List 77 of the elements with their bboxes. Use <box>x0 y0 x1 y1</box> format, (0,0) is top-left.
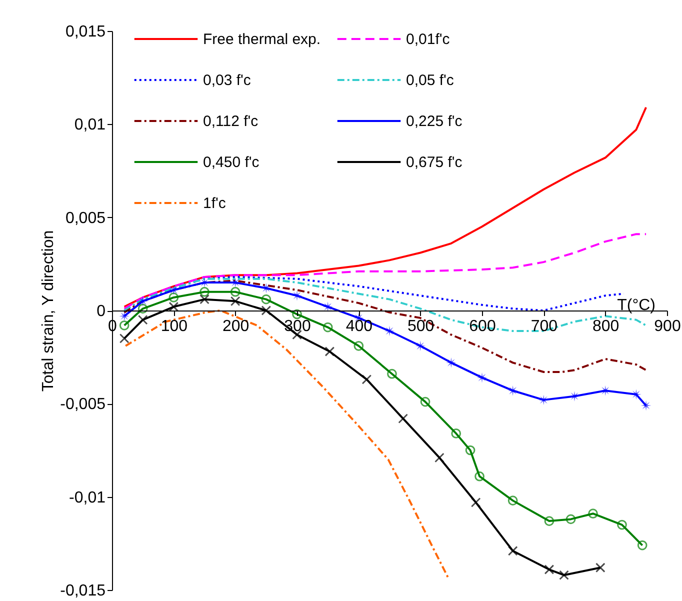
x-tick-label: 200 <box>222 318 250 335</box>
y-tick-label: -0,005 <box>60 396 106 414</box>
point <box>292 309 302 320</box>
point <box>384 326 395 336</box>
point <box>119 320 130 330</box>
point <box>292 290 302 301</box>
point <box>138 304 148 314</box>
point <box>138 314 148 325</box>
point <box>387 368 397 379</box>
point <box>119 334 130 344</box>
point <box>476 372 488 383</box>
point <box>595 562 606 573</box>
y-tick-label: -0,01 <box>69 489 106 506</box>
point <box>138 296 148 306</box>
x-tick-label: 900 <box>654 318 681 335</box>
x-tick-label: 300 <box>284 318 311 335</box>
point <box>322 302 334 312</box>
legend-label: 0,675 f'c <box>406 154 463 171</box>
legend-label: 0,01f'c <box>406 31 450 48</box>
point <box>538 394 549 406</box>
point <box>465 445 476 456</box>
y-tick-label: 0 <box>96 303 106 320</box>
x-tick-label: 100 <box>160 318 188 335</box>
point <box>415 340 426 352</box>
point <box>230 296 240 306</box>
line-series <box>124 310 450 580</box>
point <box>168 292 179 302</box>
point <box>200 286 210 297</box>
point <box>398 414 408 424</box>
point <box>470 497 481 508</box>
point <box>199 277 210 288</box>
x-tick-label: 800 <box>592 318 620 335</box>
legend-label: 0,112 f'c <box>203 113 259 130</box>
y-tick-label: -0,015 <box>60 582 106 600</box>
x-tick-label: 400 <box>346 318 373 335</box>
point <box>508 496 518 506</box>
point <box>508 385 518 396</box>
point <box>446 357 456 368</box>
y-tick-label: 0,01 <box>74 116 106 134</box>
point <box>588 508 598 519</box>
point <box>640 400 652 411</box>
point <box>230 286 240 297</box>
point <box>261 306 272 316</box>
point <box>474 471 484 482</box>
point <box>569 390 580 402</box>
point <box>434 452 444 463</box>
point <box>168 302 179 312</box>
point <box>637 540 648 550</box>
x-tick-label: 500 <box>407 318 434 335</box>
legend-label: 0,03 f'c <box>203 72 252 89</box>
point <box>508 546 518 556</box>
point <box>354 340 364 351</box>
point <box>324 346 335 356</box>
y-tick-label: 0,005 <box>65 210 106 227</box>
point <box>544 564 554 574</box>
y-tick-label: 0,015 <box>65 24 106 40</box>
point <box>362 374 372 384</box>
point <box>420 396 430 407</box>
point <box>168 284 179 296</box>
point <box>230 277 241 288</box>
legend-label: 0,05 f'c <box>406 72 454 89</box>
y-axis-title: Total strain, Y direction <box>40 230 58 392</box>
x-axis-title: T(°C) <box>617 297 656 314</box>
legend-label: 0,225 f'c <box>406 113 463 130</box>
point <box>200 294 210 304</box>
legend-label: 0,450 f'c <box>203 154 260 171</box>
point <box>261 294 272 304</box>
point <box>119 310 130 322</box>
point <box>451 428 462 438</box>
legend-label: Free thermal exp. <box>203 31 321 48</box>
legend-label: 1f'c <box>203 195 226 212</box>
point <box>544 516 554 526</box>
point <box>559 570 569 580</box>
point <box>260 282 272 294</box>
point <box>617 520 627 530</box>
point <box>322 322 333 332</box>
point <box>566 514 576 524</box>
